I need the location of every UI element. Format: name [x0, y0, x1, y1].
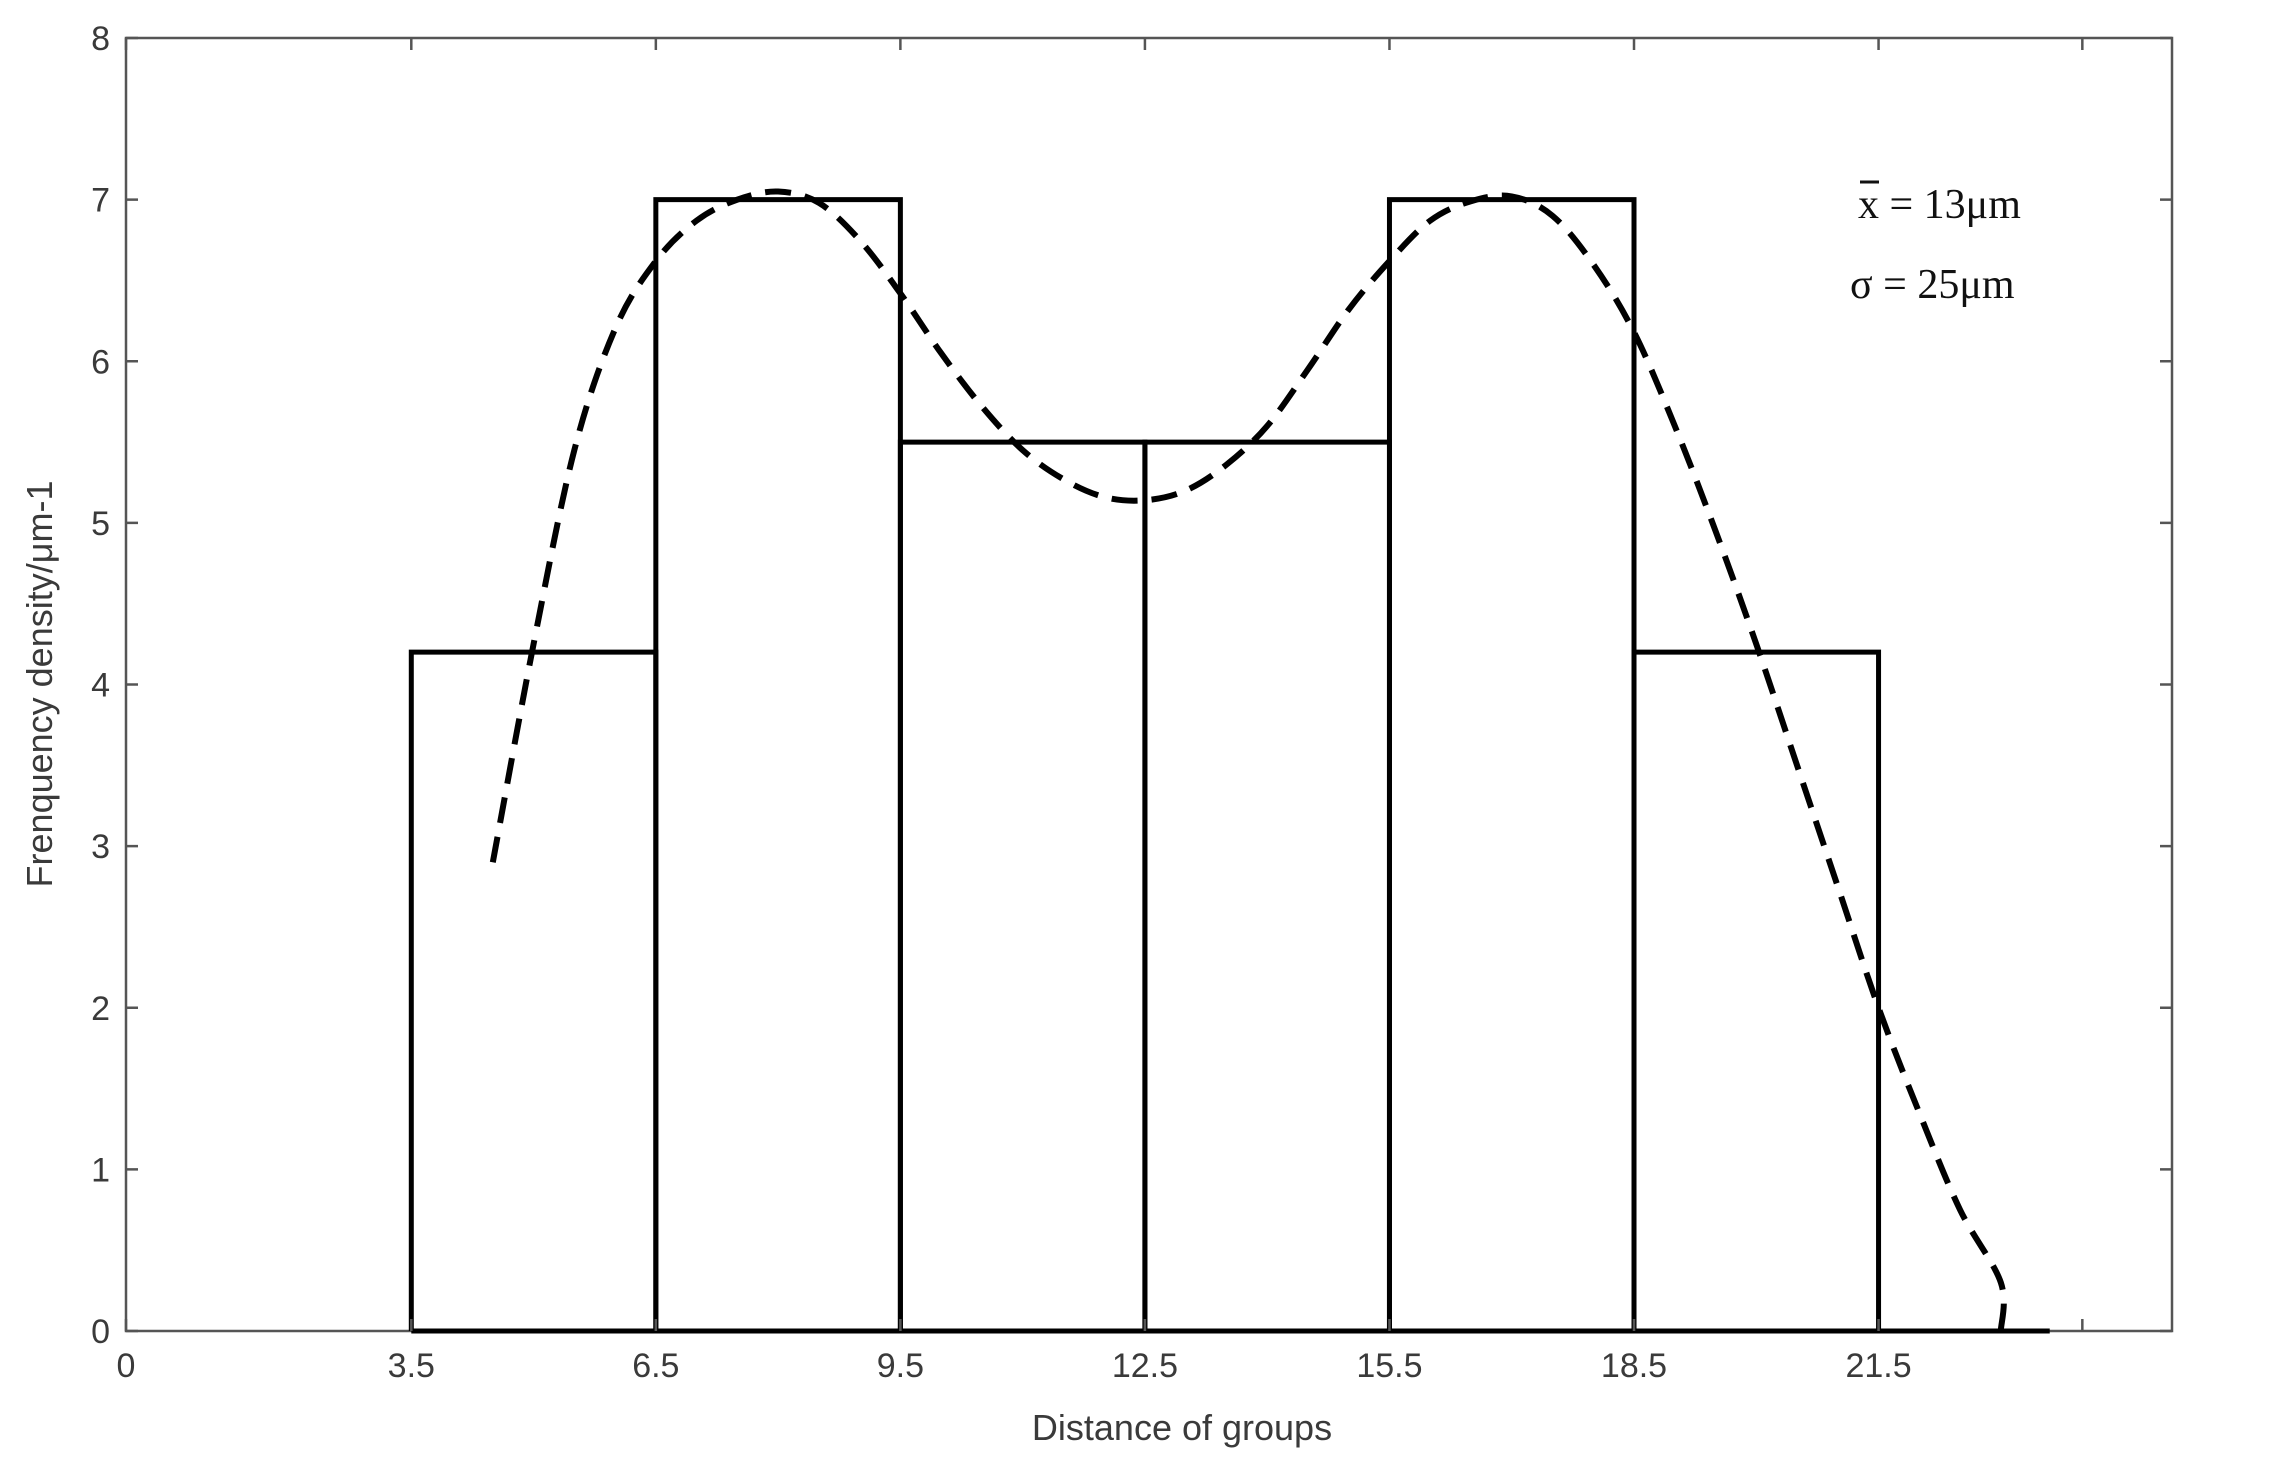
y-tick-label: 5 [91, 505, 110, 543]
y-axis-ticks: 0 1 2 3 4 5 6 7 8 [91, 20, 2172, 1351]
histogram-bar-5 [1386, 197, 1637, 1331]
y-axis-label: Frenquency density/μm-1 [19, 481, 60, 888]
histogram-bar-2 [653, 197, 903, 1331]
x-tick-label: 21.5 [1845, 1347, 1911, 1385]
x-tick-label: 9.5 [877, 1347, 924, 1385]
histogram-bar-4 [1142, 439, 1392, 1331]
x-axis-label: Distance of groups [1032, 1407, 1332, 1448]
x-tick-label: 18.5 [1601, 1347, 1667, 1385]
x-tick-label: 12.5 [1112, 1347, 1178, 1385]
histogram-bars [408, 197, 1882, 1331]
y-tick-label: 6 [91, 343, 110, 381]
x-tick-label: 15.5 [1356, 1347, 1422, 1385]
histogram-bar-1 [408, 649, 659, 1331]
y-tick-label: 2 [91, 990, 110, 1028]
histogram-bar-3 [897, 439, 1148, 1331]
x-tick-label: 0 [117, 1347, 136, 1385]
mean-annotation: x = 13μm [1858, 182, 2021, 228]
plot-frame [124, 36, 2174, 1333]
y-tick-label: 0 [91, 1313, 110, 1351]
sigma-annotation: σ = 25μm [1850, 262, 2015, 308]
y-tick-label: 8 [91, 20, 110, 58]
y-tick-label: 7 [91, 182, 110, 220]
fit-curve-dashed-line [489, 188, 2007, 1332]
x-tick-label: 3.5 [388, 1347, 435, 1385]
x-axis-ticks: 0 3.5 6.5 9.5 12.5 15.5 18.5 21.5 [117, 38, 2084, 1385]
y-tick-label: 4 [91, 667, 110, 705]
histogram-bar-6 [1631, 649, 1882, 1331]
x-tick-label: 6.5 [632, 1347, 679, 1385]
y-tick-label: 1 [91, 1151, 110, 1189]
y-tick-label: 3 [91, 828, 110, 866]
